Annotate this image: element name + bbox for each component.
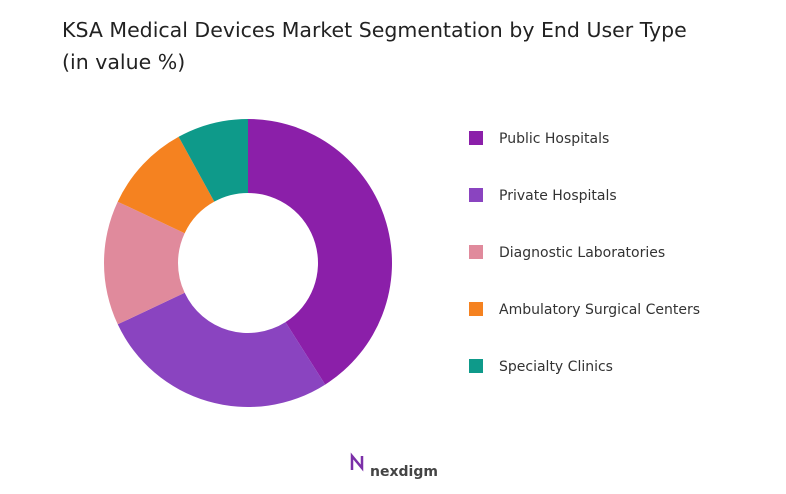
legend-swatch — [469, 188, 483, 202]
legend-label: Ambulatory Surgical Centers — [499, 302, 700, 318]
legend-label: Public Hospitals — [499, 131, 609, 147]
legend-label: Specialty Clinics — [499, 359, 613, 375]
donut-slice — [104, 201, 185, 325]
donut-slice — [117, 292, 326, 408]
brand: nexdigm — [370, 464, 438, 480]
legend-label: Diagnostic Laboratories — [499, 245, 665, 261]
donut-slice — [248, 119, 392, 385]
legend-swatch — [469, 245, 483, 259]
legend-swatch — [469, 359, 483, 373]
legend-swatch — [469, 302, 483, 316]
donut-slice — [178, 119, 248, 202]
chart-title: KSA Medical Devices Market Segmentation … — [62, 18, 687, 74]
donut-slice — [117, 136, 215, 234]
legend-swatch — [469, 131, 483, 145]
legend-label: Private Hospitals — [499, 188, 617, 204]
logo-icon — [350, 452, 364, 472]
